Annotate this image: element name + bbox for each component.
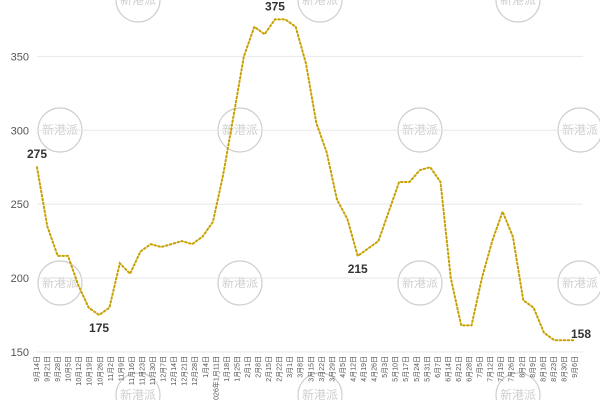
x-tick-label: 1月18日 xyxy=(223,356,231,382)
watermark-text: 新港派 xyxy=(302,387,338,400)
x-tick-label: 5月10日 xyxy=(392,356,400,382)
watermark-text: 新港派 xyxy=(402,275,438,290)
y-tick-label: 300 xyxy=(11,125,29,137)
x-tick-label: 9月6日 xyxy=(571,356,579,378)
x-tick-label: 8月16日 xyxy=(539,356,547,382)
x-tick-label: 1月25日 xyxy=(233,356,241,382)
x-tick-label: 12月21日 xyxy=(181,356,189,386)
x-tick-label: 9月28日 xyxy=(54,356,62,382)
watermark-seal xyxy=(495,372,541,400)
watermark-seal xyxy=(297,0,343,23)
y-tick-label: 350 xyxy=(11,51,29,63)
x-tick-label: 6月14日 xyxy=(444,356,452,382)
x-tick-label: 2月15日 xyxy=(265,356,273,382)
x-tick-label: 10月26日 xyxy=(96,356,104,386)
x-tick-label: 5月17日 xyxy=(402,356,410,382)
x-tick-label: 3月1日 xyxy=(286,356,294,378)
x-tick-label: 2月22日 xyxy=(276,356,284,382)
watermark-seal xyxy=(115,0,161,23)
x-tick-label: 3月29日 xyxy=(328,356,336,382)
x-tick-label: 2月8日 xyxy=(255,356,263,378)
watermark-text: 新港派 xyxy=(562,122,598,137)
x-tick-label: 5月31日 xyxy=(423,356,431,382)
x-tick-label: 9月21日 xyxy=(44,356,52,382)
watermark-text: 新港派 xyxy=(500,387,536,400)
x-tick-label: 11月30日 xyxy=(149,356,157,385)
watermark-seal xyxy=(297,372,343,400)
watermark-text: 新港派 xyxy=(222,275,258,290)
watermark-seal xyxy=(115,372,161,400)
x-tick-label: 11月9日 xyxy=(117,356,125,381)
x-tick-label: 3月22日 xyxy=(318,356,326,382)
watermark-text: 新港派 xyxy=(120,0,156,7)
x-tick-label: 8月23日 xyxy=(550,356,558,382)
data-label: 158 xyxy=(571,327,591,341)
x-tick-label: 12月7日 xyxy=(160,356,168,382)
watermark-seal xyxy=(37,260,83,306)
watermark-layer: 新港派 新港派 新港派新港派 新港派 新港派 新港派新港派 新港派 新港派 新港派新港派 新港派新… xyxy=(37,0,600,400)
x-tick-label: 2月1日 xyxy=(244,356,252,378)
y-tick-label: 250 xyxy=(11,199,29,211)
x-tick-label: 10月19日 xyxy=(86,356,94,386)
x-tick-label: 6月28日 xyxy=(466,356,474,382)
x-tick-label: 4月5日 xyxy=(339,356,347,378)
grid-lines xyxy=(37,55,583,353)
y-axis-ticks: 150 200 250 300 350 xyxy=(11,51,29,359)
x-tick-label: 10月12日 xyxy=(75,356,83,386)
watermark-text: 新港派 xyxy=(222,122,258,137)
x-tick-label: 4月19日 xyxy=(360,356,368,382)
watermark-text: 新港派 xyxy=(562,275,598,290)
series-line xyxy=(36,18,576,342)
data-label: 215 xyxy=(348,262,368,276)
x-tick-label: 6月7日 xyxy=(434,356,442,378)
x-tick-label: 11月23日 xyxy=(138,356,146,385)
x-tick-label: 3月8日 xyxy=(297,356,305,378)
watermark-text: 新港派 xyxy=(120,387,156,400)
x-tick-label: 7月12日 xyxy=(487,356,495,382)
watermark-text: 新港派 xyxy=(42,275,78,290)
x-tick-label: 8月9日 xyxy=(529,356,537,378)
x-tick-label: 5月3日 xyxy=(381,356,389,378)
x-tick-label: 10月5日 xyxy=(65,356,73,382)
watermark-seal xyxy=(397,260,443,306)
x-tick-label: 8月2日 xyxy=(518,356,526,378)
y-tick-label: 150 xyxy=(11,347,29,359)
x-tick-label: 1月4日 xyxy=(202,356,210,378)
x-tick-label: 4月26日 xyxy=(371,356,379,382)
x-tick-label: 8月30日 xyxy=(560,356,568,382)
data-label: 375 xyxy=(265,0,285,13)
data-labels: 275 175 375 215 158 xyxy=(27,0,591,341)
x-tick-label: 2026年1月11日 xyxy=(211,356,220,400)
x-tick-label: 4月12日 xyxy=(349,356,357,382)
x-tick-label: 11月16日 xyxy=(128,356,136,385)
watermark-text: 新港派 xyxy=(500,0,536,7)
watermark-seal xyxy=(495,0,541,23)
y-tick-label: 200 xyxy=(11,273,29,285)
x-tick-label: 12月28日 xyxy=(191,356,199,386)
x-tick-label: 9月14日 xyxy=(33,356,41,382)
watermark-text: 新港派 xyxy=(42,122,78,137)
watermark-seal xyxy=(557,260,600,306)
x-tick-label: 11月2日 xyxy=(107,356,115,381)
watermark-seal xyxy=(217,260,263,306)
watermark-text: 新港派 xyxy=(302,0,338,7)
data-label: 175 xyxy=(89,321,109,335)
x-tick-label: 6月21日 xyxy=(455,356,463,382)
x-tick-label: 7月26日 xyxy=(508,356,516,382)
data-label: 275 xyxy=(27,147,47,161)
x-tick-label: 3月15日 xyxy=(307,356,315,382)
x-tick-label: 12月14日 xyxy=(170,356,178,386)
x-tick-label: 7月5日 xyxy=(476,356,484,378)
x-tick-label: 5月24日 xyxy=(413,356,421,382)
x-tick-label: 7月19日 xyxy=(497,356,505,382)
x-axis-ticks: 9月14日 9月21日 9月28日 10月5日 10月12日 10月19日 10月26日 11… xyxy=(33,356,579,400)
watermark-text: 新港派 xyxy=(402,122,438,137)
